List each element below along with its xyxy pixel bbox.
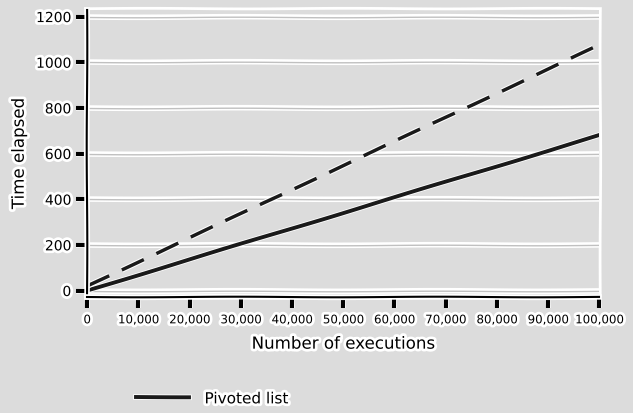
Y-axis label: Time elapsed: Time elapsed [9,98,28,209]
Legend: Pivoted list, Hard-coded list: Pivoted list, Hard-coded list [135,391,321,413]
X-axis label: Number of executions: Number of executions [252,335,435,353]
